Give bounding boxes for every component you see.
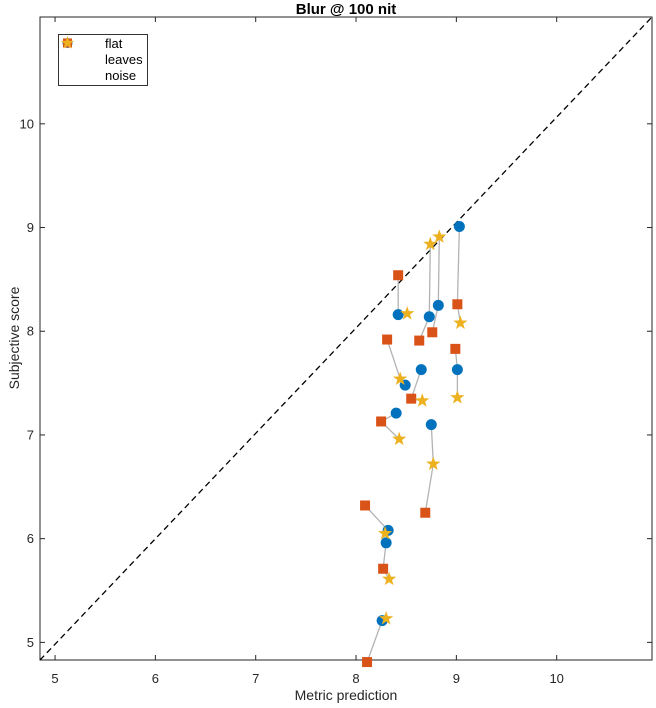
flat-point-marker (423, 311, 435, 323)
noise-point-marker (423, 236, 438, 251)
x-tick-label: 5 (51, 671, 58, 686)
y-tick-label: 7 (27, 427, 34, 442)
series-flat-markers (376, 220, 465, 627)
noise-point-marker (379, 611, 394, 625)
x-tick-label: 7 (252, 671, 259, 686)
leaves-point-marker (427, 327, 438, 338)
noise-point-marker (426, 456, 441, 471)
y-tick-label: 5 (27, 635, 34, 650)
x-axis-label: Metric prediction (294, 687, 398, 703)
flat-point-marker (390, 407, 402, 419)
noise-point-marker (393, 371, 408, 386)
noise-point-marker (450, 390, 465, 404)
noise-point-marker (392, 431, 407, 446)
x-tick-label: 8 (352, 671, 359, 686)
noise-point-marker (377, 525, 393, 540)
noise-point-marker (382, 571, 397, 586)
legend-label: flat (105, 36, 123, 51)
leaves-point-marker (382, 334, 393, 345)
chart-title: Blur @ 100 nit (295, 1, 397, 18)
y-tick-label: 9 (27, 220, 34, 235)
square-marker-icon (63, 38, 87, 68)
legend-label: leaves (105, 52, 143, 67)
y-tick-label: 6 (27, 531, 34, 546)
y-tick-label: 8 (27, 324, 34, 339)
leaves-point-marker (414, 335, 425, 346)
leaves-point-marker (450, 343, 461, 354)
noise-point-marker (415, 393, 430, 407)
leaves-point-marker (393, 270, 404, 281)
noise-point-marker (400, 306, 415, 320)
leaves-point-marker (420, 507, 431, 518)
axis-ticks (40, 17, 652, 660)
legend-label: noise (105, 68, 137, 83)
flat-point-marker (415, 364, 427, 376)
plot-box (39, 16, 653, 661)
legend: flat leaves noise (58, 34, 148, 86)
group-connector (418, 244, 431, 341)
legend-item-leaves: leaves (59, 38, 147, 68)
group-connector (424, 424, 434, 513)
flat-point-marker (392, 309, 404, 321)
leaves-point-marker (376, 416, 387, 427)
identity-line (39, 16, 653, 661)
leaves-point-marker (360, 500, 371, 511)
tick-labels: 5 6 7 8 9 10 5 6 7 8 9 10 (20, 116, 564, 686)
group-connector (397, 275, 408, 316)
series-noise-markers (377, 229, 468, 625)
x-tick-label: 6 (152, 671, 159, 686)
series-leaves-markers (360, 270, 463, 668)
leaves-point-marker (452, 299, 463, 310)
flat-point-marker (453, 220, 465, 232)
flat-point-marker (425, 419, 437, 431)
leaves-point-marker (406, 393, 417, 404)
y-axis-label: Subjective score (6, 286, 22, 390)
x-tick-label: 9 (453, 671, 460, 686)
y-tick-label: 10 (20, 116, 34, 131)
x-tick-label: 10 (549, 671, 563, 686)
legend-item-noise: noise (59, 36, 147, 84)
flat-point-marker (451, 364, 463, 376)
pentagram-marker-icon (60, 36, 87, 84)
flat-point-marker (380, 537, 392, 549)
noise-point-marker (453, 315, 468, 330)
noise-point-marker (432, 229, 447, 243)
connector-lines (364, 226, 462, 663)
flat-point-marker (432, 299, 444, 311)
leaves-point-marker (378, 563, 389, 574)
leaves-point-marker (362, 657, 373, 668)
